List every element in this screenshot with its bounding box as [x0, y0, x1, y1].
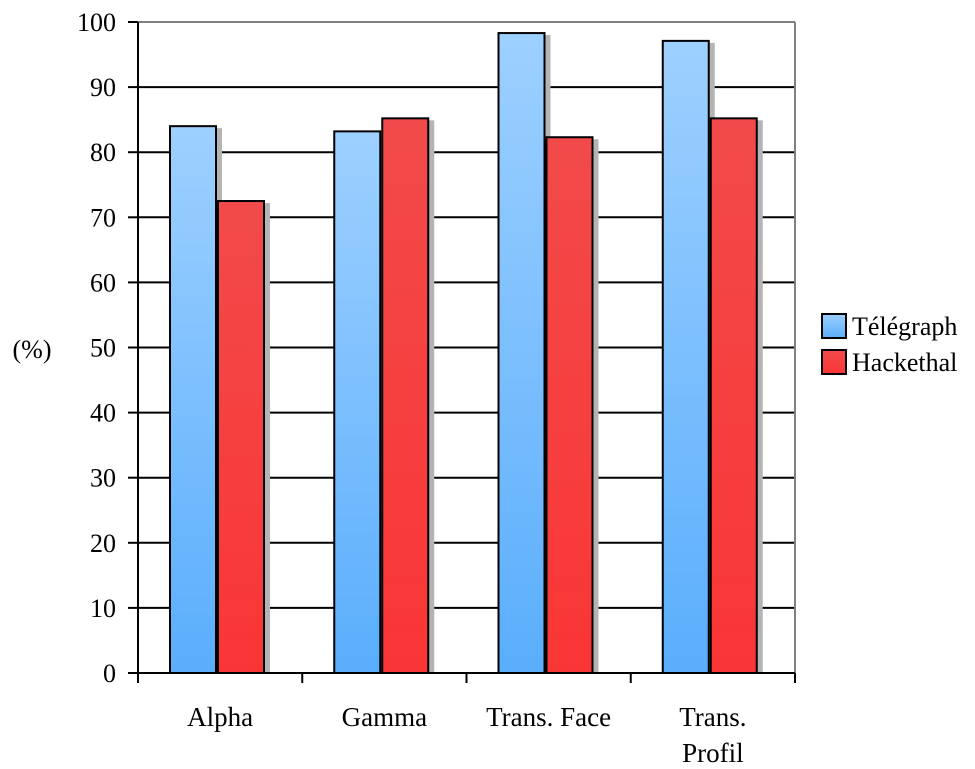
y-tick-label: 0	[103, 659, 116, 688]
legend-label: Hackethal	[852, 348, 957, 377]
y-tick-label: 90	[90, 73, 116, 102]
legend-swatch	[822, 314, 846, 338]
legend: Télégraph Hackethal	[822, 312, 957, 377]
x-tick-label: Profil	[682, 738, 744, 768]
y-tick-label: 30	[90, 464, 116, 493]
bar-hackethal-1	[218, 201, 264, 673]
bar-hackethal-3	[547, 137, 593, 673]
bar-télégraph-3	[499, 33, 545, 673]
x-tick-label: Trans. Face	[486, 702, 611, 732]
y-tick-label: 60	[90, 268, 116, 297]
y-tick-label: 100	[77, 8, 116, 37]
bar-télégraph-4	[663, 41, 709, 673]
bar-télégraph-2	[334, 131, 380, 673]
bar-hackethal-4	[711, 118, 757, 673]
bar-hackethal-2	[382, 118, 428, 673]
legend-label: Télégraph	[852, 312, 957, 341]
y-axis-title: (%)	[13, 335, 52, 364]
x-tick-label: Alpha	[187, 702, 253, 732]
y-tick-label: 10	[90, 594, 116, 623]
x-tick-label: Trans.	[679, 702, 746, 732]
bar-télégraph-1	[170, 126, 216, 673]
y-tick-label: 80	[90, 138, 116, 167]
x-tick-label: Gamma	[342, 702, 427, 732]
y-tick-label: 20	[90, 529, 116, 558]
y-tick-label: 40	[90, 399, 116, 428]
y-tick-label: 50	[90, 334, 116, 363]
bars	[170, 33, 763, 673]
legend-swatch	[822, 350, 846, 374]
y-tick-label: 70	[90, 203, 116, 232]
